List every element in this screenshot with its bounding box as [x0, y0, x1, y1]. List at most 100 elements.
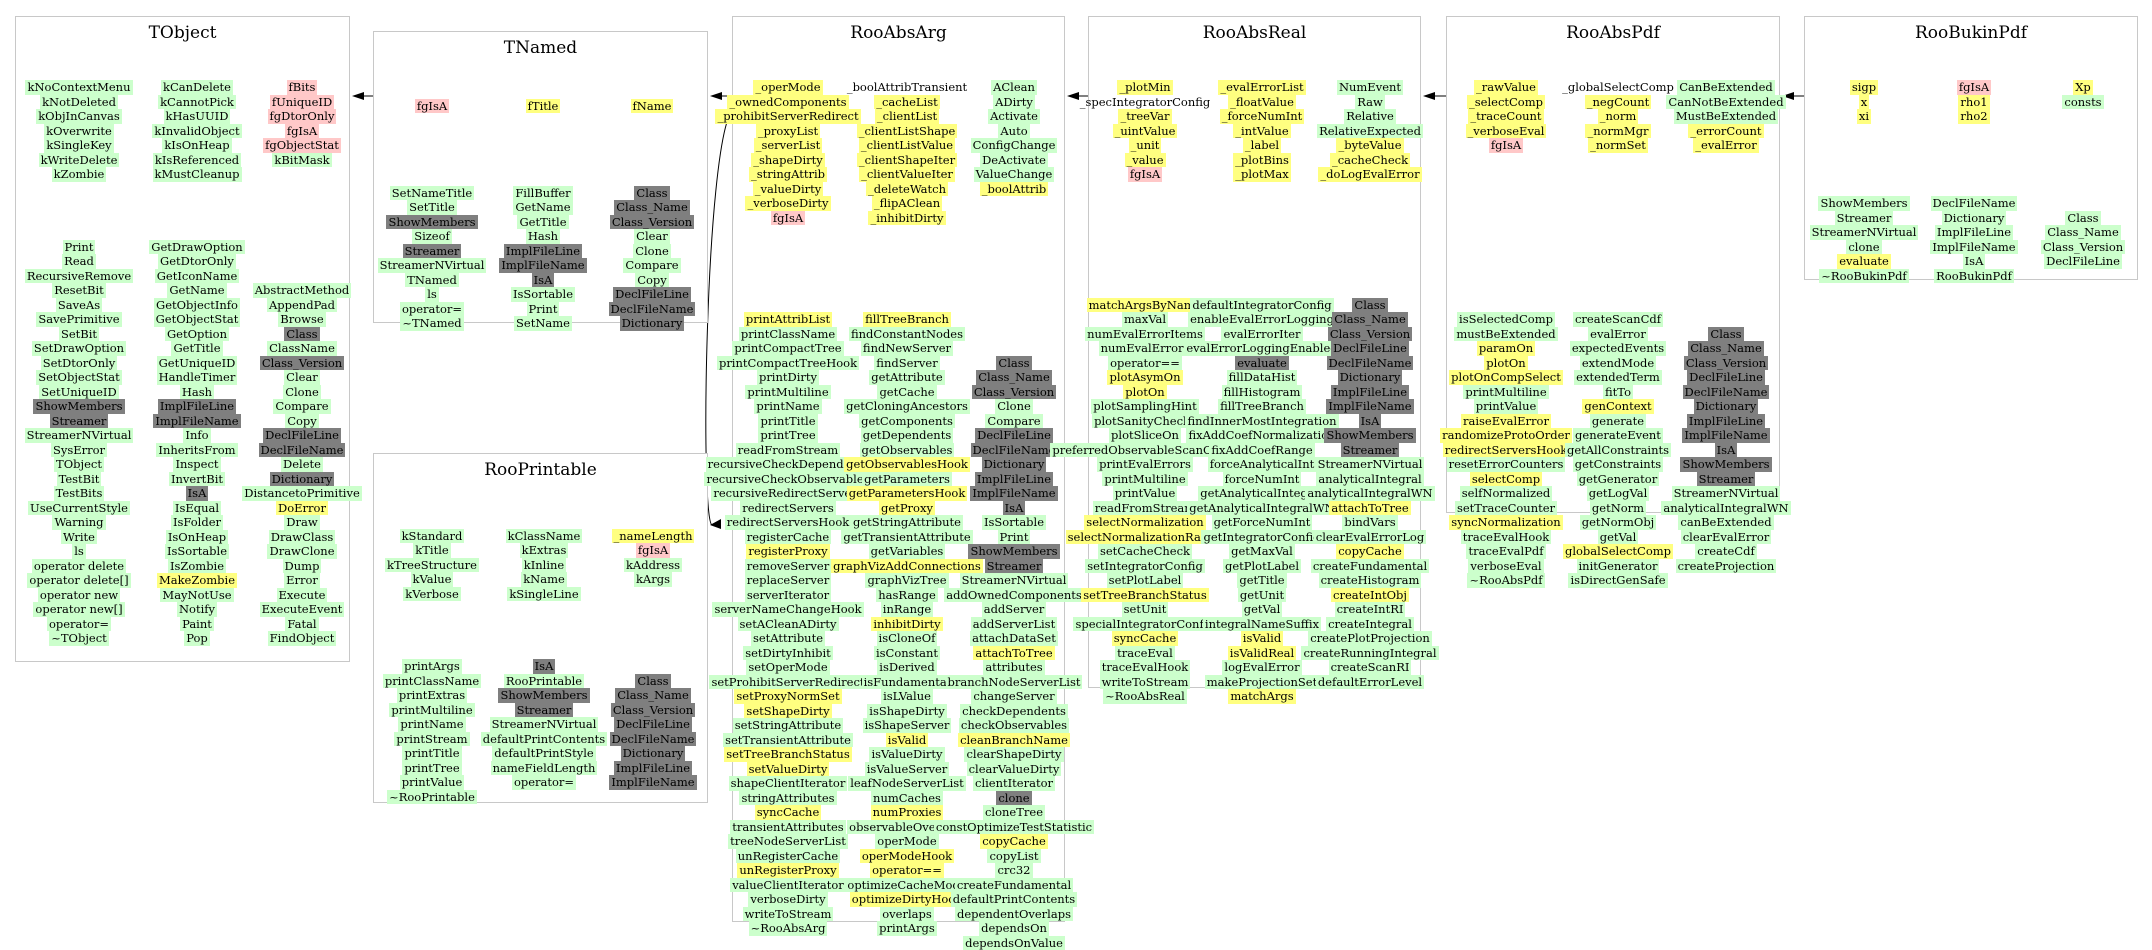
member-roobukinpdf-dictionary: Dictionary: [1942, 211, 2007, 226]
member-rooabsarg-setacleanadirty: setACleanADirty: [738, 617, 839, 632]
member-rooabsreal-raw: Raw: [1355, 95, 1385, 110]
member-rooabsarg--proxylist: _proxyList: [756, 124, 820, 139]
member-tobject-getdtoronly: GetDtorOnly: [158, 254, 236, 269]
member-tobject-print: Print: [63, 240, 96, 255]
member-tnamed-tnamed: TNamed: [405, 273, 459, 288]
member-rooprintable-dictionary: Dictionary: [621, 746, 686, 761]
member-rooabsreal-evalerroriter: evalErrorIter: [1221, 327, 1302, 342]
member-rooabspdf-dictionary: Dictionary: [1694, 399, 1759, 414]
member-rooabspdf-isdirectgensafe: isDirectGenSafe: [1568, 573, 1667, 588]
member-rooprintable-streamernvirtual: StreamerNVirtual: [490, 717, 599, 732]
member-rooabsreal-findinnermostintegration: findInnerMostIntegration: [1185, 414, 1338, 429]
member-rooabsarg-deactivate: DeActivate: [980, 153, 1048, 168]
member-rooabspdf--verboseeval: _verboseEval: [1466, 124, 1547, 139]
member-rooprintable-defaultprintstyle: defaultPrintStyle: [492, 746, 595, 761]
member-rooprintable-operator-: operator=: [512, 775, 576, 790]
member-rooabsarg-removeserver: removeServer: [745, 559, 831, 574]
member-rooabsarg-declfilename: DeclFileName: [971, 443, 1058, 458]
member-rooabspdf-getnorm: getNorm: [1590, 501, 1646, 516]
member-rooabsarg-createfundamental: createFundamental: [955, 878, 1073, 893]
member-rooabspdf--rawvalue: _rawValue: [1474, 80, 1538, 95]
member-rooabsarg-setstringattribute: setStringAttribute: [733, 718, 844, 733]
member-rooabsarg-valueclientiterator: valueClientIterator: [730, 878, 846, 893]
member-rooprintable-printtree: printTree: [402, 761, 461, 776]
member-rooabspdf-raiseevalerror: raiseEvalError: [1461, 414, 1551, 429]
member-rooabsarg-class-version: Class_Version: [972, 385, 1056, 400]
member-rooabsarg-class-name: Class_Name: [976, 370, 1052, 385]
member-rooprintable-printvalue: printValue: [400, 775, 465, 790]
member-rooabsreal-streamernvirtual: StreamerNVirtual: [1316, 457, 1425, 472]
member-rooabsreal-selectnormalization: selectNormalization: [1084, 515, 1205, 530]
member-rooabspdf-expectedevents: expectedEvents: [1570, 341, 1666, 356]
rooabspdf-col-1: _rawValue_selectComp_traceCount_verboseE…: [1449, 80, 1563, 588]
member-rooabsreal-implfilename: ImplFileName: [1326, 399, 1413, 414]
member-tobject-fbits: fBits: [287, 80, 318, 95]
member-tobject-usecurrentstyle: UseCurrentStyle: [28, 501, 130, 516]
member-rooabsarg--serverlist: _serverList: [754, 138, 823, 153]
member-tnamed-gettitle: GetTitle: [517, 215, 568, 230]
member-rooabsreal--rooabsreal: ~RooAbsReal: [1103, 689, 1187, 704]
member-rooabsarg-setproxynormset: setProxyNormSet: [734, 689, 841, 704]
member-rooabsreal--plotmax: _plotMax: [1233, 167, 1290, 182]
member-rooprintable-implfilename: ImplFileName: [609, 775, 696, 790]
member-rooabsarg-isshapedirty: isShapeDirty: [867, 704, 946, 719]
member-rooabspdf-fgisa: fgIsA: [1489, 138, 1523, 153]
member-rooprintable-class: Class: [635, 674, 670, 689]
member-rooabsreal-dictionary: Dictionary: [1338, 370, 1403, 385]
member-rooprintable-ksingleline: kSingleLine: [507, 587, 580, 602]
member-rooabsreal-createintobj: createIntObj: [1331, 588, 1409, 603]
member-tobject-paint: Paint: [180, 617, 214, 632]
member-tnamed-class-name: Class_Name: [614, 200, 690, 215]
member-tobject-koverwrite: kOverwrite: [44, 124, 114, 139]
member-tnamed-fname: fName: [631, 99, 674, 114]
member-rooabsreal-isvalidreal: isValidReal: [1228, 646, 1296, 661]
member-tobject-ksinglekey: kSingleKey: [44, 138, 113, 153]
member-rooabspdf-declfilename: DeclFileName: [1683, 385, 1770, 400]
member-rooabsarg-showmembers: ShowMembers: [968, 544, 1059, 559]
member-rooabsreal-setcachecheck: setCacheCheck: [1098, 544, 1192, 559]
member-rooabsreal-attachtotree: attachToTree: [1329, 501, 1410, 516]
member-rooabsarg-transientattributes: transientAttributes: [730, 820, 845, 835]
member-rooabsarg-getproxy: getProxy: [879, 501, 935, 516]
member-rooabspdf-getgenerator: getGenerator: [1577, 472, 1659, 487]
member-tobject-appendpad: AppendPad: [267, 298, 337, 313]
member-tobject-ls: ls: [72, 544, 86, 559]
member-tnamed-hash: Hash: [526, 229, 560, 244]
member-rooabsreal-createscanri: createScanRI: [1329, 660, 1412, 675]
member-tobject-distancetoprimitive: DistancetoPrimitive: [242, 486, 362, 501]
member-tobject-findobject: FindObject: [268, 631, 337, 646]
member-rooabsreal-forceanalyticalint: forceAnalyticalInt: [1208, 457, 1317, 472]
member-tnamed-getname: GetName: [513, 200, 572, 215]
member-rooabsarg-getvariables: getVariables: [869, 544, 946, 559]
member-rooabspdf-showmembers: ShowMembers: [1680, 457, 1771, 472]
member-rooprintable-printstream: printStream: [394, 732, 469, 747]
member-rooabspdf-cannotbeextended: CanNotBeExtended: [1666, 95, 1785, 110]
member-rooabsreal--forcenumint: _forceNumInt: [1220, 109, 1305, 124]
member-tnamed-settitle: SetTitle: [407, 200, 457, 215]
member-rooabsarg--shapedirty: _shapeDirty: [751, 153, 825, 168]
member-tobject-testbits: TestBits: [54, 486, 105, 501]
member-tobject-kcannotpick: kCannotPick: [158, 95, 236, 110]
member-tobject-executeevent: ExecuteEvent: [260, 602, 345, 617]
member-rooabsarg-defaultprintcontents: defaultPrintContents: [951, 892, 1077, 907]
member-roobukinpdf-rho2: rho2: [1958, 109, 1989, 124]
member-tobject-isa: IsA: [186, 486, 209, 501]
member-rooabsreal-createintri: createIntRI: [1335, 602, 1406, 617]
member-rooabsarg-dictionary: Dictionary: [982, 457, 1047, 472]
member-rooabsarg-findserver: findServer: [874, 356, 939, 371]
member-tobject--tobject: ~TObject: [49, 631, 109, 646]
member-rooabspdf--norm: _norm: [1598, 109, 1638, 124]
member-rooabsarg-configchange: ConfigChange: [971, 138, 1058, 153]
member-rooabsarg-servernamechangehook: serverNameChangeHook: [712, 602, 863, 617]
member-rooabspdf-class-version: Class_Version: [1684, 356, 1768, 371]
member-rooabsreal-numevalerrors: numEvalErrors: [1099, 341, 1192, 356]
member-rooabspdf-plotoncompselect: plotOnCompSelect: [1449, 370, 1563, 385]
member-rooabsarg-attachdataset: attachDataSet: [970, 631, 1058, 646]
member-rooabsarg-crc32: crc32: [995, 863, 1032, 878]
member-rooabsarg-isderived: isDerived: [877, 660, 936, 675]
member-rooabsarg-cleanbranchname: cleanBranchName: [958, 733, 1070, 748]
member-roobukinpdf-xi: xi: [1857, 109, 1871, 124]
